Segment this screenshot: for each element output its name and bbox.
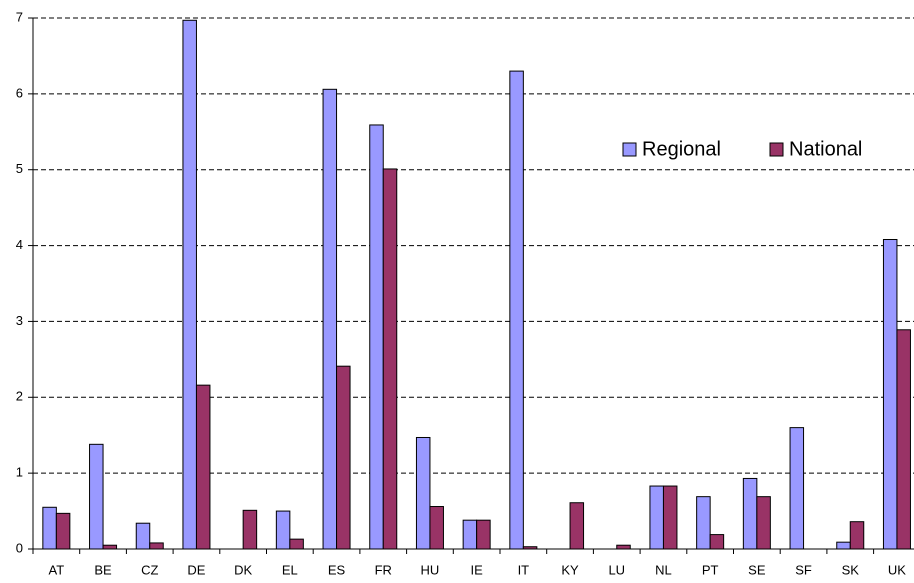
legend-swatch — [769, 142, 784, 157]
y-tick-label: 0 — [16, 540, 23, 555]
bar — [102, 544, 118, 550]
bar — [709, 534, 725, 550]
legend-label: National — [789, 138, 862, 160]
bar — [509, 70, 524, 550]
bar — [322, 88, 338, 550]
x-tick-label: SK — [842, 562, 860, 577]
bar — [89, 443, 104, 550]
x-tick-label: DE — [187, 562, 205, 577]
x-tick-label: HU — [421, 562, 440, 577]
bar — [849, 521, 865, 550]
x-tick-label: AT — [49, 562, 65, 577]
x-tick-label: ES — [328, 562, 346, 577]
x-tick-label: UK — [888, 562, 906, 577]
x-tick-label: FR — [375, 562, 392, 577]
x-tick-label: IT — [518, 562, 530, 577]
bar — [882, 239, 898, 550]
x-tick-label: CZ — [141, 562, 158, 577]
bar — [649, 485, 664, 550]
x-tick-label: PT — [702, 562, 719, 577]
x-tick-label: DK — [234, 562, 252, 577]
bar — [336, 365, 351, 550]
y-tick-label: 5 — [16, 161, 23, 176]
bar — [789, 427, 805, 550]
x-tick-label: EL — [282, 562, 298, 577]
bar — [896, 329, 911, 550]
bar — [415, 436, 431, 550]
bar — [149, 542, 164, 550]
bar — [42, 506, 57, 550]
bar — [616, 544, 631, 550]
x-tick-label: NL — [655, 562, 672, 577]
bar — [382, 168, 398, 550]
bar — [522, 546, 538, 550]
bar — [742, 477, 758, 550]
bar — [55, 512, 71, 550]
bar — [836, 541, 851, 550]
bar — [275, 510, 291, 550]
legend: Regional National — [622, 138, 862, 160]
bar — [182, 19, 197, 550]
y-tick-label: 1 — [16, 465, 23, 480]
legend-swatch — [622, 142, 637, 157]
bar — [369, 124, 384, 550]
bar — [195, 384, 211, 550]
bar — [289, 538, 304, 550]
bar — [662, 485, 678, 550]
bar — [462, 519, 478, 550]
bar — [476, 519, 491, 550]
bar — [135, 522, 151, 550]
bar — [569, 502, 585, 550]
x-tick-label: KY — [561, 562, 579, 577]
y-tick-label: 2 — [16, 389, 23, 404]
bar — [756, 496, 771, 550]
x-tick-label: LU — [608, 562, 625, 577]
x-tick-label: SE — [748, 562, 766, 577]
x-tick-label: SF — [795, 562, 812, 577]
y-tick-label: 4 — [16, 237, 23, 252]
y-tick-label: 3 — [16, 313, 23, 328]
x-tick-label: BE — [94, 562, 112, 577]
x-tick-label: IE — [471, 562, 484, 577]
y-tick-label: 7 — [16, 9, 23, 24]
y-tick-label: 6 — [16, 85, 23, 100]
bar — [429, 506, 444, 550]
bar — [242, 509, 258, 550]
bar — [696, 496, 711, 550]
legend-label: Regional — [642, 138, 721, 160]
